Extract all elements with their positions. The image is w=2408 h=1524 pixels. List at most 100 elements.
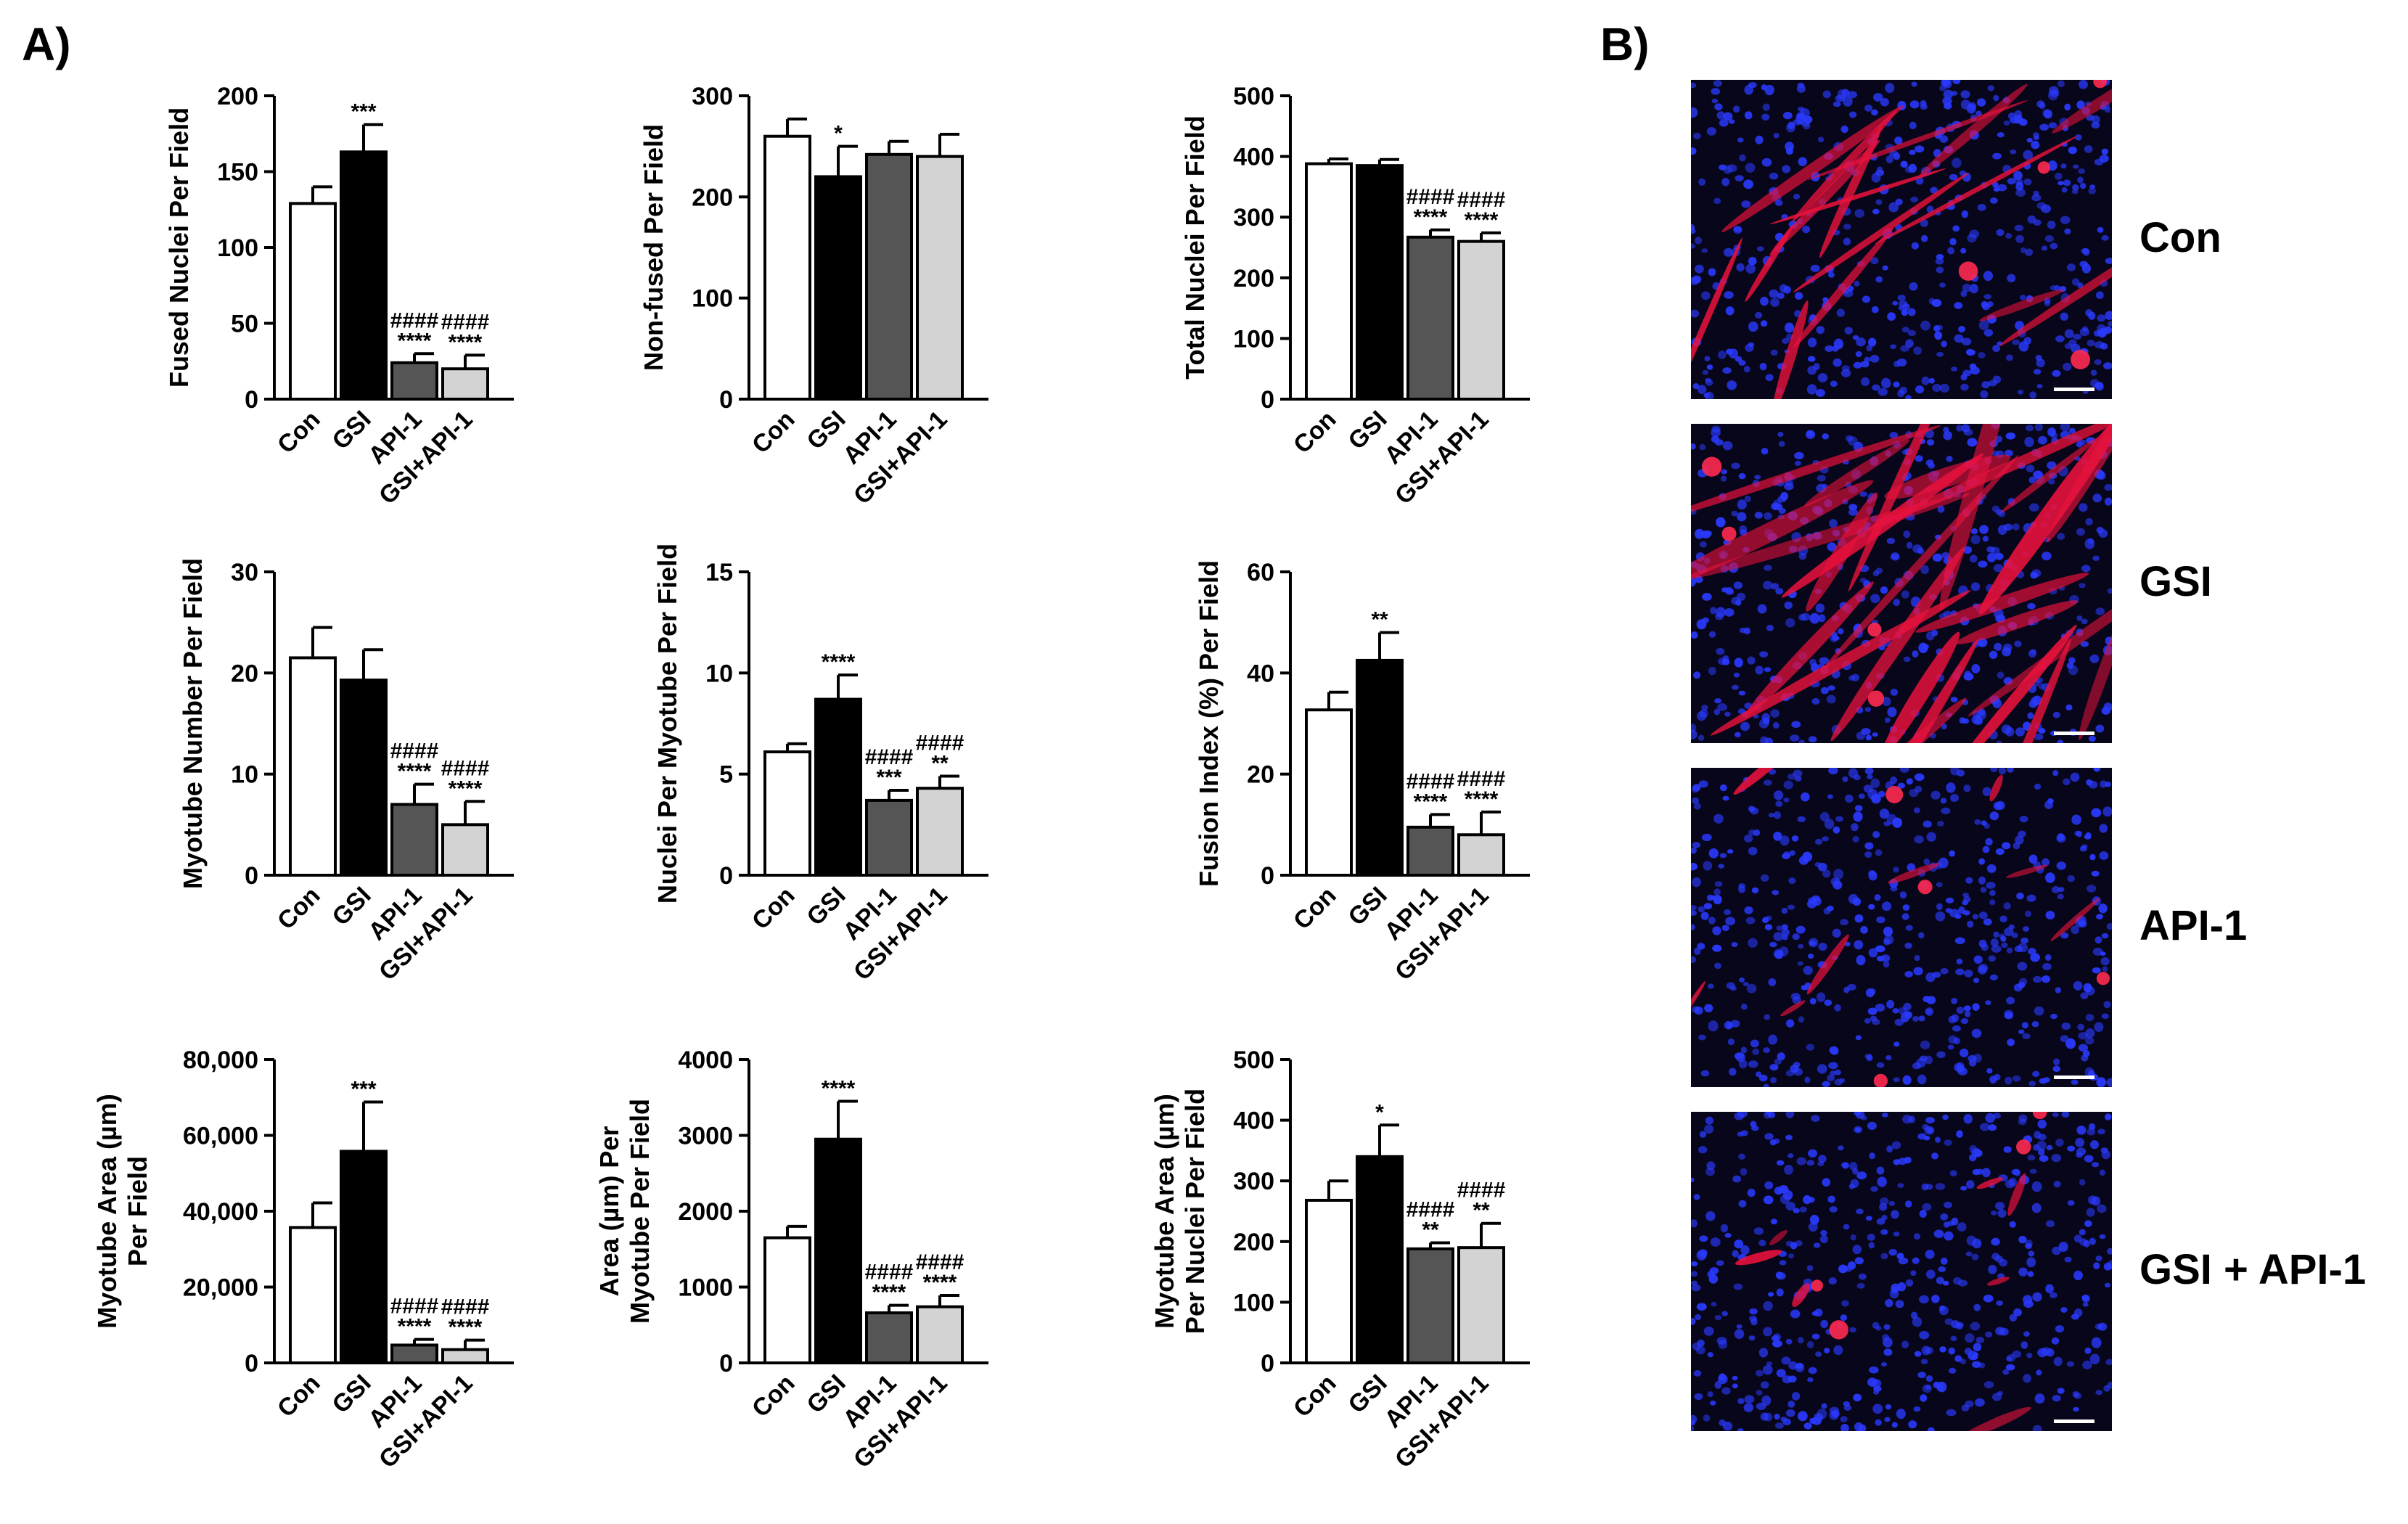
micrograph-label-gsi-api1: GSI + API-1 [2139,1246,2367,1293]
y-axis-label-line: Per Nuclei Per Field [1180,1089,1210,1334]
micrograph-gsi-api1 [1691,1112,2112,1431]
nuclei-stain [1691,80,2112,399]
y-tick-label: 150 [217,159,258,187]
significance-star: **** [398,1315,432,1339]
x-tick-label: Con [1288,1369,1342,1423]
bar-api-1 [865,1311,913,1365]
y-tick-label: 10 [705,660,733,687]
x-tick-label: Con [747,406,800,459]
micrograph-background [1691,1112,2112,1431]
significance-star: *** [351,100,376,124]
significance-star: **** [449,1316,483,1340]
y-tick-label: 20 [231,660,258,687]
y-axis-label: Myotube Number Per Field [178,558,208,889]
bar-con [289,1226,337,1365]
y-tick-label: 300 [1233,204,1274,232]
bar-gsi [340,679,388,877]
myotube-stain [1691,768,2110,1087]
y-tick-label: 1000 [678,1274,733,1302]
bar-api-1 [865,152,913,401]
significance-hash: #### [390,308,439,332]
micrograph-background [1691,768,2112,1087]
bar-gsi [814,697,862,877]
significance-hash: #### [1457,1179,1506,1203]
y-axis-label: Nuclei Per Myotube Per Field [652,544,682,904]
bar-chart-9: 0 100 200 300 400 500 Myotube Area (µm) Per Nuc… [1150,1046,1530,1474]
bar-chart-1: 0 50 100 150 200 Fused Nuclei Per Field Con ***… [164,83,514,510]
significance-hash: #### [390,740,439,763]
myotube-stain [1691,424,2112,743]
bar-con [1305,708,1353,877]
significance-star: **** [1465,208,1499,232]
bar-chart-8: 0 1000 2000 3000 4000 Area (µm) Per Myotube Pe… [594,1046,988,1474]
significance-star: * [834,122,843,146]
significance-star: **** [923,1271,957,1295]
significance-star: **** [398,329,432,353]
significance-star: ** [1422,1218,1439,1242]
significance-hash: #### [1406,769,1455,793]
significance-star: *** [351,1078,376,1102]
bar-con [1305,162,1353,401]
significance-star: **** [398,760,432,784]
nuclei-stain [1691,1112,2112,1431]
y-tick-label: 0 [245,386,258,414]
bar-con [289,202,337,401]
panel-label-a: A) [22,18,71,70]
bar-con [1305,1198,1353,1365]
bar-api-1 [390,1343,438,1365]
y-tick-label: 100 [217,234,258,262]
bar-gsi-api-1 [441,823,489,877]
y-tick-label: 100 [1233,325,1274,353]
significance-star: **** [872,1281,906,1305]
y-tick-label: 2000 [678,1198,733,1226]
bar-api-1 [390,361,438,401]
y-axis-label: Area (µm) Per Myotube Per Field [594,1099,655,1324]
bar-chart-7: 0 20,000 40,000 60,000 80,000 Myotube Area (µ… [92,1046,514,1474]
bar-gsi [814,175,862,401]
bar-gsi [340,150,388,401]
y-tick-label: 50 [231,311,258,338]
y-tick-label: 0 [719,386,733,414]
micrograph-label-con: Con [2139,214,2221,261]
bar-gsi-api-1 [1457,239,1505,401]
bar-api-1 [1406,235,1454,401]
y-axis-label: Myotube Area (µm) Per Field [92,1094,152,1328]
y-tick-label: 500 [1233,83,1274,110]
x-tick-label: Con [272,882,326,935]
significance-star: * [1375,1100,1384,1124]
significance-star: **** [449,330,483,354]
y-tick-label: 15 [705,559,733,586]
myotube-stain [1735,1112,2047,1431]
significance-star: **** [1414,790,1448,814]
micrograph-background [1691,80,2112,399]
significance-star: ** [931,751,949,775]
significance-hash: #### [1457,767,1506,791]
bar-con [763,750,811,877]
y-tick-label: 60,000 [183,1123,258,1150]
bar-con [763,1236,811,1364]
bar-gsi [1356,658,1404,877]
significance-hash: #### [865,1261,914,1285]
significance-hash: #### [1406,185,1455,209]
significance-star: **** [822,1076,856,1100]
y-axis-label-line: Per Field [123,1156,152,1266]
myotube-stain [1691,80,2112,399]
nuclei-stain [1691,768,2112,1087]
bar-gsi-api-1 [916,155,964,401]
y-axis-label-line: Nuclei Per Myotube Per Field [652,544,682,904]
y-tick-label: 0 [1261,1350,1274,1377]
significance-star: **** [822,650,856,674]
significance-hash: #### [390,1295,439,1319]
y-tick-label: 0 [1261,862,1274,890]
x-tick-label: Con [272,1369,326,1423]
y-tick-label: 20,000 [183,1274,258,1302]
y-axis-label-line: Myotube Area (µm) [92,1094,122,1328]
y-tick-label: 0 [245,862,258,890]
y-axis-label: Non-fused Per Field [639,124,668,371]
bar-gsi [814,1137,862,1364]
y-axis-label-line: Myotube Per Field [625,1099,655,1324]
